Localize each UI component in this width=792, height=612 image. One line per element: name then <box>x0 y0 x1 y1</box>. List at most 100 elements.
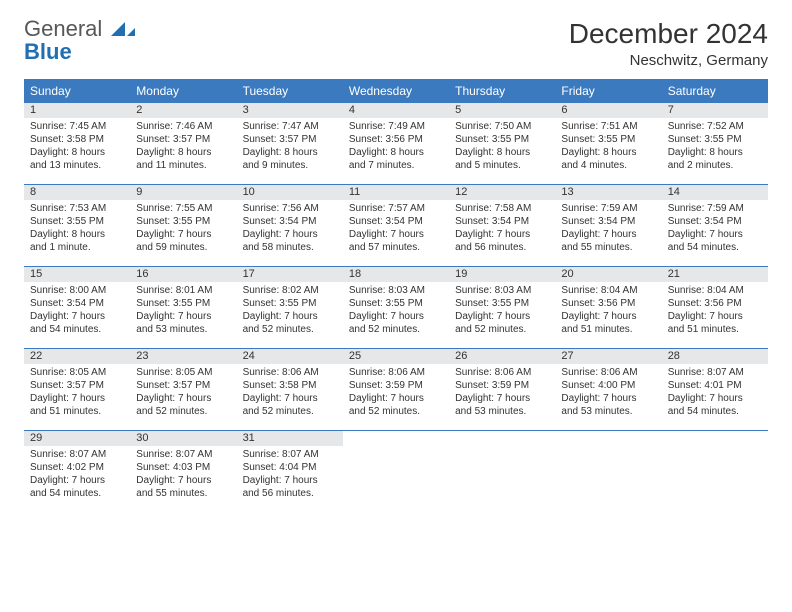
calendar-day-cell: 24Sunrise: 8:06 AMSunset: 3:58 PMDayligh… <box>237 349 343 431</box>
weekday-header-cell: Thursday <box>449 79 555 103</box>
sunrise-line: Sunrise: 8:00 AM <box>30 284 124 297</box>
brand-logo: General Blue <box>24 18 135 64</box>
calendar-day-cell: 22Sunrise: 8:05 AMSunset: 3:57 PMDayligh… <box>24 349 130 431</box>
calendar-day-cell: 29Sunrise: 8:07 AMSunset: 4:02 PMDayligh… <box>24 431 130 513</box>
day-number: 17 <box>237 267 343 282</box>
sunset-line: Sunset: 3:55 PM <box>243 297 337 310</box>
sunrise-line: Sunrise: 8:03 AM <box>349 284 443 297</box>
day-number: 26 <box>449 349 555 364</box>
sunrise-line: Sunrise: 8:05 AM <box>136 366 230 379</box>
sunrise-line: Sunrise: 8:06 AM <box>349 366 443 379</box>
calendar-week-row: 8Sunrise: 7:53 AMSunset: 3:55 PMDaylight… <box>24 185 768 267</box>
logo-word1: General <box>24 16 102 41</box>
sunset-line: Sunset: 3:59 PM <box>349 379 443 392</box>
sunset-line: Sunset: 3:56 PM <box>349 133 443 146</box>
sunset-line: Sunset: 4:00 PM <box>561 379 655 392</box>
day-cell-body: Sunrise: 7:45 AMSunset: 3:58 PMDaylight:… <box>24 118 130 184</box>
sunrise-line: Sunrise: 8:06 AM <box>561 366 655 379</box>
daylight-line: Daylight: 7 hours and 54 minutes. <box>30 310 124 336</box>
calendar-day-cell: 3Sunrise: 7:47 AMSunset: 3:57 PMDaylight… <box>237 103 343 185</box>
day-cell-body: Sunrise: 8:06 AMSunset: 3:59 PMDaylight:… <box>449 364 555 430</box>
weekday-header-cell: Monday <box>130 79 236 103</box>
sunset-line: Sunset: 3:55 PM <box>30 215 124 228</box>
daylight-line: Daylight: 7 hours and 54 minutes. <box>668 228 762 254</box>
sunset-line: Sunset: 4:01 PM <box>668 379 762 392</box>
day-number: 3 <box>237 103 343 118</box>
daylight-line: Daylight: 7 hours and 53 minutes. <box>561 392 655 418</box>
day-cell-body: Sunrise: 7:51 AMSunset: 3:55 PMDaylight:… <box>555 118 661 184</box>
calendar-day-cell: 18Sunrise: 8:03 AMSunset: 3:55 PMDayligh… <box>343 267 449 349</box>
calendar-table: SundayMondayTuesdayWednesdayThursdayFrid… <box>24 79 768 512</box>
daylight-line: Daylight: 7 hours and 56 minutes. <box>243 474 337 500</box>
day-number: 16 <box>130 267 236 282</box>
day-cell-body: Sunrise: 7:46 AMSunset: 3:57 PMDaylight:… <box>130 118 236 184</box>
daylight-line: Daylight: 7 hours and 51 minutes. <box>561 310 655 336</box>
daylight-line: Daylight: 8 hours and 11 minutes. <box>136 146 230 172</box>
sunrise-line: Sunrise: 7:59 AM <box>668 202 762 215</box>
calendar-day-cell: 4Sunrise: 7:49 AMSunset: 3:56 PMDaylight… <box>343 103 449 185</box>
day-number: 2 <box>130 103 236 118</box>
sunset-line: Sunset: 4:03 PM <box>136 461 230 474</box>
calendar-day-cell: 17Sunrise: 8:02 AMSunset: 3:55 PMDayligh… <box>237 267 343 349</box>
weekday-header: SundayMondayTuesdayWednesdayThursdayFrid… <box>24 79 768 103</box>
daylight-line: Daylight: 7 hours and 52 minutes. <box>455 310 549 336</box>
logo-word2: Blue <box>24 39 72 64</box>
sunrise-line: Sunrise: 7:55 AM <box>136 202 230 215</box>
daylight-line: Daylight: 7 hours and 52 minutes. <box>349 392 443 418</box>
sunrise-line: Sunrise: 8:06 AM <box>455 366 549 379</box>
day-number: 15 <box>24 267 130 282</box>
calendar-day-cell: 9Sunrise: 7:55 AMSunset: 3:55 PMDaylight… <box>130 185 236 267</box>
sunset-line: Sunset: 3:57 PM <box>136 133 230 146</box>
day-number <box>662 431 768 446</box>
daylight-line: Daylight: 7 hours and 54 minutes. <box>668 392 762 418</box>
day-cell-body: Sunrise: 8:06 AMSunset: 3:59 PMDaylight:… <box>343 364 449 430</box>
calendar-day-cell: 10Sunrise: 7:56 AMSunset: 3:54 PMDayligh… <box>237 185 343 267</box>
calendar-day-cell: 27Sunrise: 8:06 AMSunset: 4:00 PMDayligh… <box>555 349 661 431</box>
day-cell-body: Sunrise: 8:07 AMSunset: 4:03 PMDaylight:… <box>130 446 236 512</box>
day-cell-body: Sunrise: 8:07 AMSunset: 4:01 PMDaylight:… <box>662 364 768 430</box>
daylight-line: Daylight: 7 hours and 52 minutes. <box>243 392 337 418</box>
calendar-blank-cell <box>662 431 768 513</box>
daylight-line: Daylight: 7 hours and 54 minutes. <box>30 474 124 500</box>
calendar-blank-cell <box>449 431 555 513</box>
calendar-week-row: 1Sunrise: 7:45 AMSunset: 3:58 PMDaylight… <box>24 103 768 185</box>
day-cell-body: Sunrise: 7:59 AMSunset: 3:54 PMDaylight:… <box>555 200 661 266</box>
daylight-line: Daylight: 8 hours and 7 minutes. <box>349 146 443 172</box>
daylight-line: Daylight: 7 hours and 55 minutes. <box>136 474 230 500</box>
day-number: 29 <box>24 431 130 446</box>
sunrise-line: Sunrise: 7:51 AM <box>561 120 655 133</box>
day-number: 20 <box>555 267 661 282</box>
day-cell-body: Sunrise: 8:03 AMSunset: 3:55 PMDaylight:… <box>449 282 555 348</box>
day-number: 6 <box>555 103 661 118</box>
day-cell-body: Sunrise: 7:53 AMSunset: 3:55 PMDaylight:… <box>24 200 130 266</box>
calendar-day-cell: 13Sunrise: 7:59 AMSunset: 3:54 PMDayligh… <box>555 185 661 267</box>
calendar-day-cell: 8Sunrise: 7:53 AMSunset: 3:55 PMDaylight… <box>24 185 130 267</box>
day-number: 9 <box>130 185 236 200</box>
day-cell-body: Sunrise: 8:02 AMSunset: 3:55 PMDaylight:… <box>237 282 343 348</box>
calendar-day-cell: 26Sunrise: 8:06 AMSunset: 3:59 PMDayligh… <box>449 349 555 431</box>
day-number: 23 <box>130 349 236 364</box>
logo-text-block: General Blue <box>24 18 135 64</box>
daylight-line: Daylight: 7 hours and 52 minutes. <box>349 310 443 336</box>
daylight-line: Daylight: 7 hours and 58 minutes. <box>243 228 337 254</box>
calendar-day-cell: 5Sunrise: 7:50 AMSunset: 3:55 PMDaylight… <box>449 103 555 185</box>
day-number: 5 <box>449 103 555 118</box>
day-cell-body: Sunrise: 8:07 AMSunset: 4:02 PMDaylight:… <box>24 446 130 512</box>
day-number: 24 <box>237 349 343 364</box>
day-number: 21 <box>662 267 768 282</box>
sunset-line: Sunset: 3:57 PM <box>243 133 337 146</box>
sunrise-line: Sunrise: 8:04 AM <box>668 284 762 297</box>
day-cell-body <box>662 446 768 512</box>
day-cell-body: Sunrise: 7:49 AMSunset: 3:56 PMDaylight:… <box>343 118 449 184</box>
day-cell-body: Sunrise: 8:00 AMSunset: 3:54 PMDaylight:… <box>24 282 130 348</box>
daylight-line: Daylight: 7 hours and 52 minutes. <box>243 310 337 336</box>
day-cell-body: Sunrise: 8:05 AMSunset: 3:57 PMDaylight:… <box>130 364 236 430</box>
sunrise-line: Sunrise: 7:57 AM <box>349 202 443 215</box>
day-cell-body <box>555 446 661 512</box>
sunset-line: Sunset: 3:54 PM <box>561 215 655 228</box>
day-number: 25 <box>343 349 449 364</box>
sunset-line: Sunset: 3:57 PM <box>30 379 124 392</box>
sunset-line: Sunset: 3:54 PM <box>349 215 443 228</box>
day-cell-body: Sunrise: 8:04 AMSunset: 3:56 PMDaylight:… <box>662 282 768 348</box>
day-number: 1 <box>24 103 130 118</box>
